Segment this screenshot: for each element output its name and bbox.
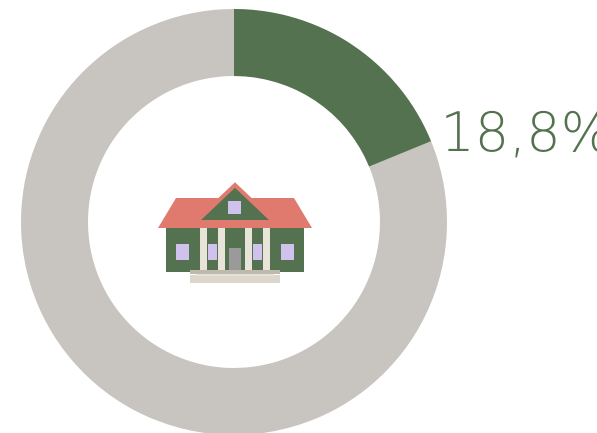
data-label: 18,8% (440, 101, 597, 164)
house-icon (158, 182, 312, 283)
donut-slice (234, 9, 432, 167)
donut (21, 9, 447, 433)
